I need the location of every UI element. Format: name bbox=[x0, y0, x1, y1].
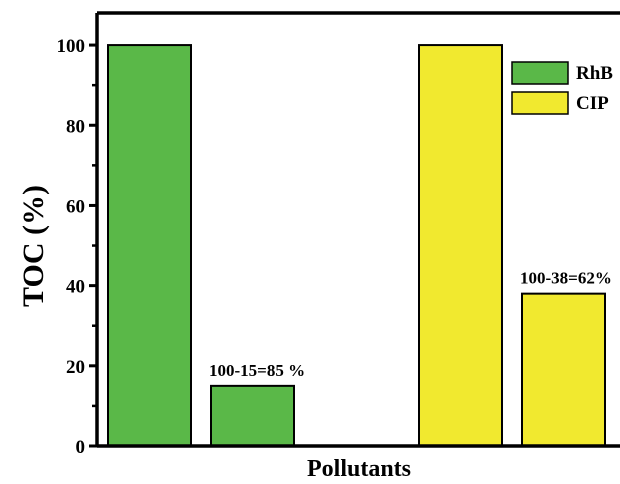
y-tick-label-0: 0 bbox=[76, 437, 86, 458]
y-ticks: 0 20 40 60 80 100 bbox=[57, 36, 97, 458]
legend: RhB CIP bbox=[511, 61, 613, 115]
bars-layer bbox=[107, 44, 606, 448]
y-axis-title: TOC (%) bbox=[17, 185, 50, 307]
bar-annotation-rhb: 100-15=85 % bbox=[209, 361, 305, 380]
legend-swatch-rhb bbox=[511, 61, 569, 85]
y-tick-label-100: 100 bbox=[57, 36, 86, 57]
bar-annotation-cip: 100-38=62% bbox=[520, 269, 612, 288]
bar-rhb-1 bbox=[107, 44, 192, 448]
legend-label-cip: CIP bbox=[576, 93, 609, 114]
y-tick-label-80: 80 bbox=[66, 116, 85, 137]
y-tick-label-40: 40 bbox=[66, 277, 85, 298]
bar-annotations: 100-15=85 % 100-38=62% bbox=[209, 269, 612, 380]
bar-rhb-2 bbox=[210, 384, 295, 448]
bar-cip-2 bbox=[521, 292, 606, 448]
x-axis-title: Pollutants bbox=[307, 456, 411, 482]
legend-swatch-cip bbox=[511, 91, 569, 115]
bar-cip-1 bbox=[418, 44, 503, 448]
y-tick-label-60: 60 bbox=[66, 196, 85, 217]
legend-label-rhb: RhB bbox=[576, 63, 613, 84]
y-tick-label-20: 20 bbox=[66, 357, 85, 378]
